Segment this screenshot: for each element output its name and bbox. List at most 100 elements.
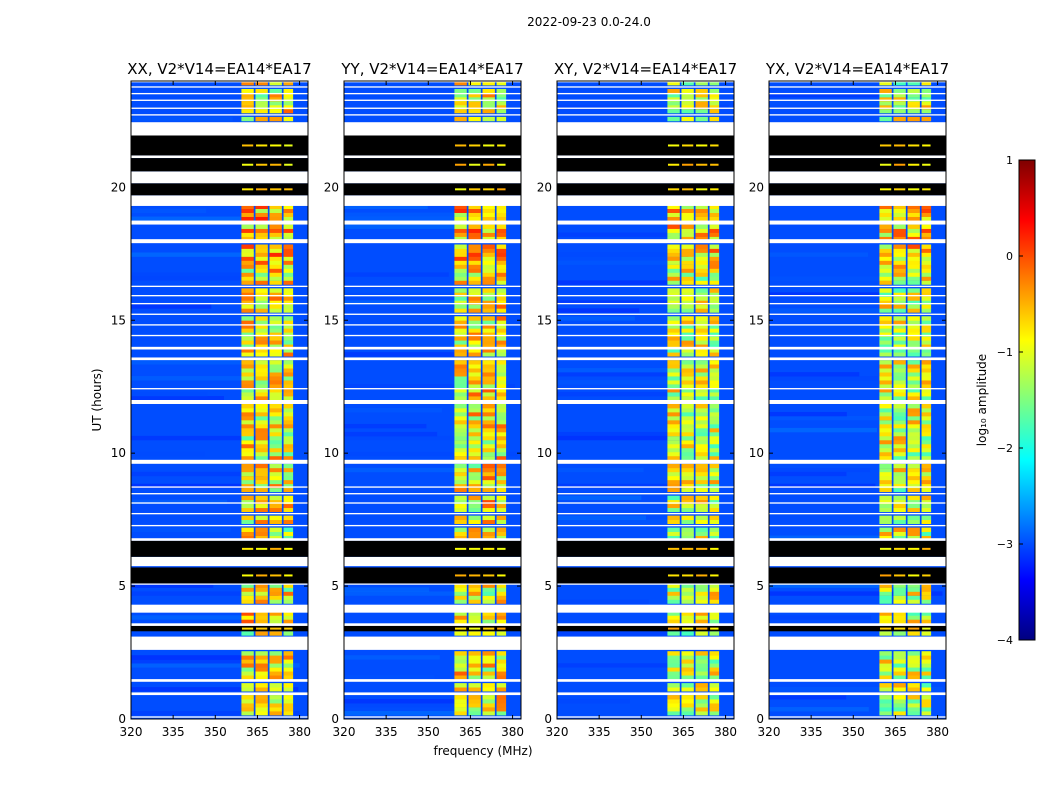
heatmap-cell xyxy=(681,619,694,624)
heatmap-cell xyxy=(255,324,268,329)
heatmap-cell xyxy=(681,487,694,493)
heatmap-cell xyxy=(269,268,282,273)
heatmap-cell xyxy=(283,208,294,213)
heatmap-background-cell xyxy=(131,615,245,620)
heatmap-cell xyxy=(709,695,720,700)
heatmap-cell xyxy=(496,328,507,333)
heatmap-cell xyxy=(269,695,282,700)
heatmap-cell xyxy=(496,427,507,433)
heatmap-background-cell xyxy=(557,467,644,473)
heatmap-cell xyxy=(681,435,694,441)
flagged-row xyxy=(769,716,946,718)
heatmap-cell xyxy=(496,411,507,417)
heatmap-cell xyxy=(695,655,708,660)
heatmap-cell xyxy=(907,336,920,341)
heatmap-cell xyxy=(695,699,708,704)
heatmap-cell xyxy=(454,519,467,525)
heatmap-cell xyxy=(695,423,708,429)
heatmap-cell xyxy=(241,599,254,604)
no-data-signal xyxy=(682,144,694,147)
heatmap-cell xyxy=(468,100,481,106)
heatmap-cell xyxy=(893,595,906,600)
heatmap-cell xyxy=(482,515,495,521)
heatmap-cell xyxy=(496,419,507,425)
heatmap-cell xyxy=(283,372,294,377)
no-data-signal xyxy=(682,163,694,166)
heatmap-cell xyxy=(907,292,920,297)
heatmap-cell xyxy=(241,236,254,241)
heatmap-cell xyxy=(667,427,680,433)
no-data-signal xyxy=(483,163,495,166)
flagged-row xyxy=(769,334,946,337)
no-data-signal xyxy=(894,547,906,550)
heatmap-cell xyxy=(241,447,254,453)
heatmap-cell xyxy=(921,392,932,397)
heatmap-cell xyxy=(269,224,282,229)
heatmap-cell xyxy=(283,81,294,86)
heatmap-cell xyxy=(496,208,507,213)
heatmap-cell xyxy=(907,388,920,393)
heatmap-cell xyxy=(893,471,906,477)
heatmap-cell xyxy=(496,711,507,716)
heatmap-cell xyxy=(667,268,680,273)
heatmap-cell xyxy=(709,320,720,325)
heatmap-cell xyxy=(255,447,268,453)
heatmap-cell xyxy=(907,479,920,485)
heatmap-cell xyxy=(667,611,680,616)
heatmap-cell xyxy=(893,384,906,389)
no-data-signal xyxy=(454,144,467,147)
heatmap-cell xyxy=(468,296,481,301)
heatmap-cell xyxy=(921,248,932,253)
no-data-signal xyxy=(241,574,254,577)
heatmap-cell xyxy=(255,687,268,692)
heatmap-cell xyxy=(709,711,720,716)
heatmap-cell xyxy=(454,463,467,469)
heatmap-cell xyxy=(681,519,694,525)
panel-title: XY, V2*V14=EA14*EA17 xyxy=(554,60,737,78)
heatmap-cell xyxy=(496,368,507,373)
heatmap-cell xyxy=(921,519,932,525)
no-data-signal xyxy=(710,144,719,147)
heatmap-cell xyxy=(269,100,282,106)
no-data-signal xyxy=(696,547,708,550)
heatmap-cell xyxy=(921,583,932,588)
no-data-signal xyxy=(894,163,906,166)
heatmap-cell xyxy=(879,372,892,377)
heatmap-cell xyxy=(893,224,906,229)
heatmap-cell xyxy=(893,364,906,369)
flagged-row xyxy=(131,556,308,567)
heatmap-cell xyxy=(879,611,892,616)
flagged-row xyxy=(769,81,946,83)
heatmap-cell xyxy=(667,695,680,700)
heatmap-cell xyxy=(879,208,892,213)
heatmap-cell xyxy=(482,467,495,473)
colorbar-tick-label: −1 xyxy=(997,346,1013,359)
heatmap-cell xyxy=(454,296,467,301)
heatmap-cell xyxy=(681,411,694,417)
flagged-row xyxy=(557,239,734,244)
heatmap-cell xyxy=(667,507,680,513)
heatmap-cell xyxy=(709,264,720,269)
heatmap-cell xyxy=(468,376,481,381)
heatmap-cell xyxy=(907,435,920,441)
heatmap-cell xyxy=(709,503,720,509)
heatmap-cell xyxy=(482,415,495,421)
heatmap-cell xyxy=(681,224,694,229)
heatmap-cell xyxy=(667,324,680,329)
heatmap-background-cell xyxy=(344,431,438,437)
no-data-signal xyxy=(908,547,920,550)
no-data-row xyxy=(557,567,734,584)
heatmap-cell xyxy=(468,108,481,114)
heatmap-cell xyxy=(667,415,680,421)
heatmap-cell xyxy=(283,415,294,421)
heatmap-background-cell xyxy=(344,384,515,389)
flagged-row xyxy=(557,81,734,83)
heatmap-cell xyxy=(468,272,481,277)
heatmap-cell xyxy=(241,396,254,401)
heatmap-cell xyxy=(667,376,680,381)
heatmap-background-cell xyxy=(769,252,869,257)
flagged-row xyxy=(344,388,521,390)
heatmap-background-cell xyxy=(131,376,259,381)
heatmap-cell xyxy=(695,280,708,285)
heatmap-cell xyxy=(241,252,254,257)
